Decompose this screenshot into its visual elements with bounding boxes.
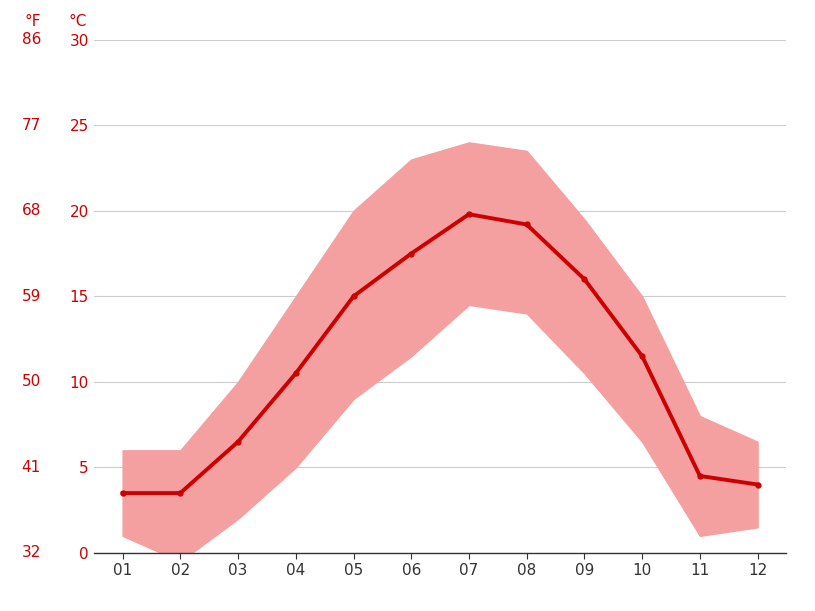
Text: 32: 32 bbox=[21, 546, 41, 560]
Text: °C: °C bbox=[68, 13, 86, 29]
Text: °F: °F bbox=[24, 13, 41, 29]
Text: 50: 50 bbox=[22, 375, 41, 389]
Text: 41: 41 bbox=[22, 460, 41, 475]
Text: 59: 59 bbox=[21, 289, 41, 304]
Text: 68: 68 bbox=[21, 203, 41, 218]
Text: 77: 77 bbox=[22, 118, 41, 133]
Text: 86: 86 bbox=[21, 32, 41, 47]
